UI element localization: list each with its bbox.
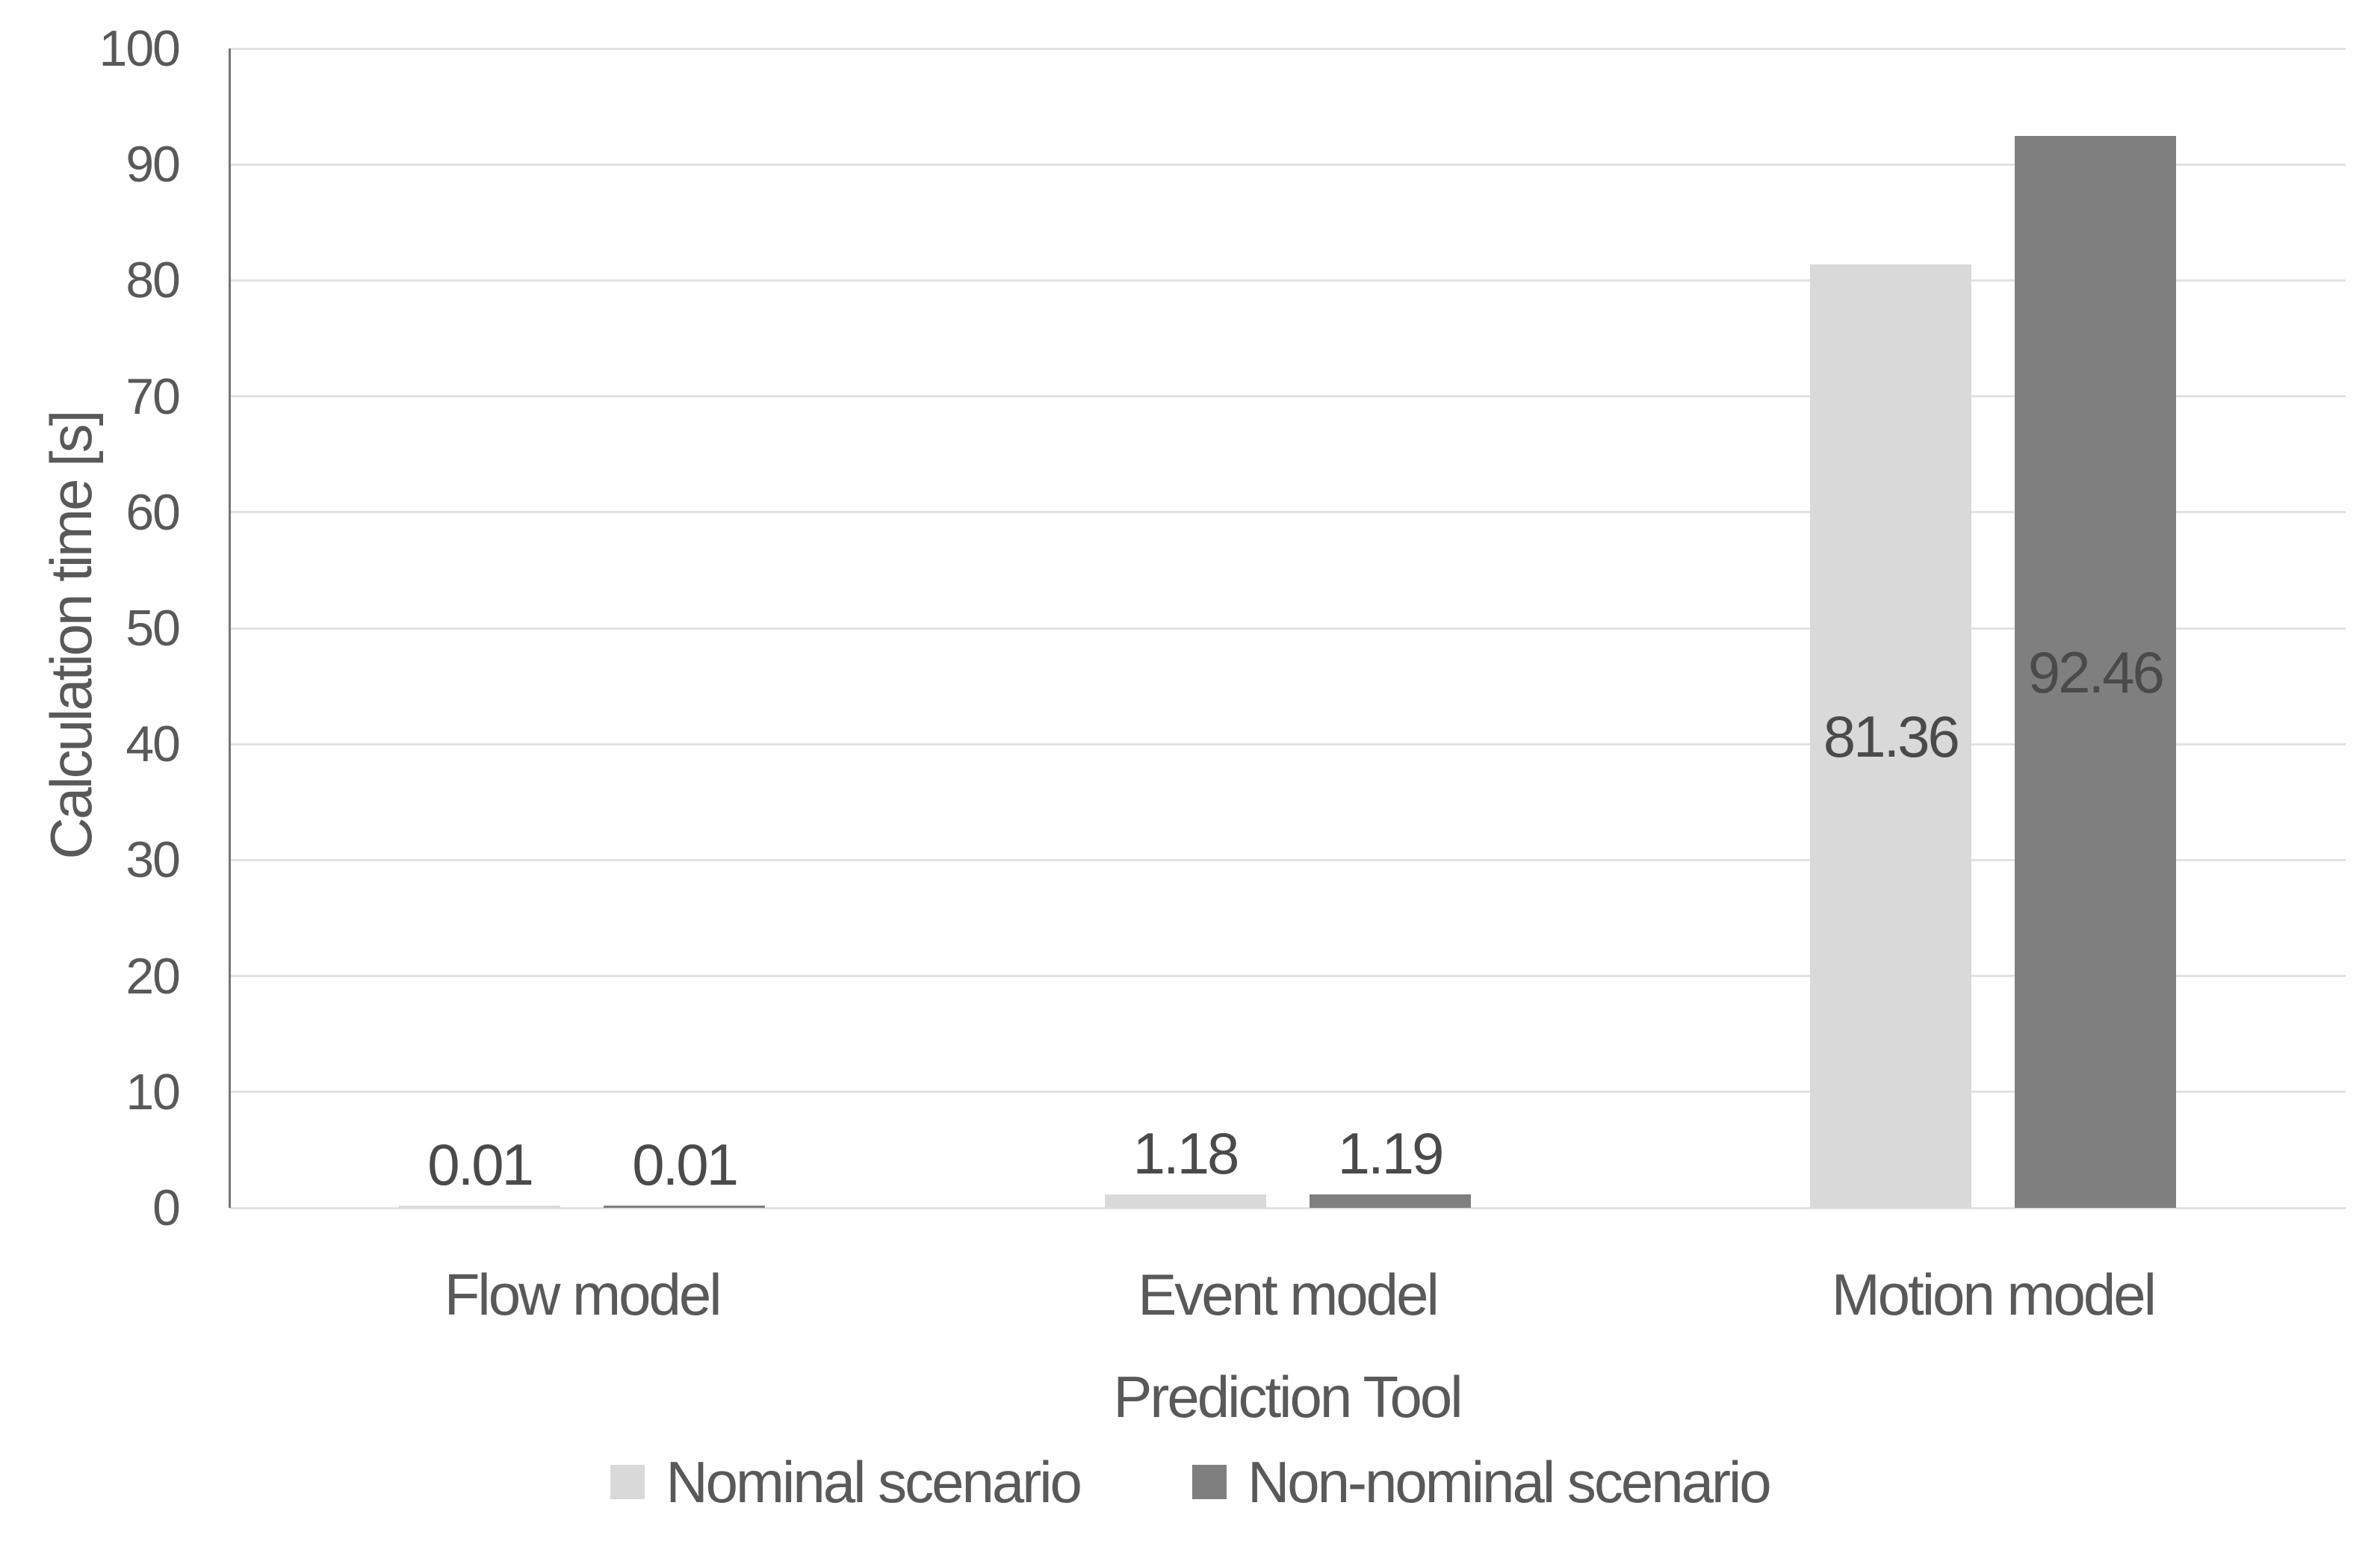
- gridline-10: [229, 1091, 2346, 1094]
- y-tick-label-0: 0: [152, 1179, 181, 1236]
- bar-non-nominal-scenario-event-model: [1309, 1194, 1471, 1208]
- gridline-40: [229, 742, 2346, 745]
- gridline-100: [229, 47, 2346, 50]
- data-label-non-nominal-scenario-flow-model: 0.01: [632, 1132, 739, 1197]
- gridline-0: [229, 1206, 2346, 1209]
- bar-non-nominal-scenario-flow-model: [604, 1206, 766, 1208]
- gridline-50: [229, 627, 2346, 630]
- gridline-90: [229, 163, 2346, 166]
- y-tick-label-90: 90: [125, 136, 181, 193]
- x-axis-title: Prediction Tool: [1113, 1364, 1463, 1430]
- x-category-label-flow-model: Flow model: [444, 1262, 722, 1327]
- y-tick-label-80: 80: [125, 252, 181, 309]
- bar-non-nominal-scenario-motion-model: [2014, 136, 2176, 1208]
- x-category-label-motion-model: Motion model: [1831, 1262, 2157, 1327]
- legend-label-non-nominal: Non-nominal scenario: [1247, 1449, 1772, 1515]
- legend-item-nominal: Nominal scenario: [610, 1446, 1082, 1518]
- bar-nominal-scenario-motion-model: [1809, 264, 1971, 1208]
- data-label-nominal-scenario-event-model: 1.18: [1132, 1120, 1240, 1186]
- bar-nominal-scenario-event-model: [1104, 1194, 1266, 1208]
- legend: Nominal scenario Non-nominal scenario: [0, 1446, 2380, 1518]
- y-tick-label-70: 70: [125, 368, 181, 425]
- data-label-non-nominal-scenario-motion-model: 92.46: [2027, 639, 2165, 705]
- y-tick-label-100: 100: [99, 20, 181, 77]
- legend-label-nominal: Nominal scenario: [666, 1449, 1082, 1515]
- data-label-non-nominal-scenario-event-model: 1.19: [1337, 1120, 1445, 1186]
- y-tick-label-50: 50: [125, 600, 181, 657]
- gridline-80: [229, 279, 2346, 282]
- y-tick-label-60: 60: [125, 483, 181, 541]
- y-tick-label-20: 20: [125, 947, 181, 1005]
- legend-swatch-nominal: [610, 1465, 645, 1499]
- gridline-60: [229, 511, 2346, 514]
- y-tick-label-40: 40: [125, 716, 181, 773]
- gridline-30: [229, 858, 2346, 861]
- legend-item-non-nominal: Non-nominal scenario: [1191, 1446, 1772, 1518]
- x-category-label-event-model: Event model: [1138, 1262, 1440, 1327]
- data-label-nominal-scenario-flow-model: 0.01: [427, 1132, 534, 1197]
- gridline-20: [229, 975, 2346, 978]
- y-tick-label-10: 10: [125, 1063, 181, 1120]
- data-label-nominal-scenario-motion-model: 81.36: [1823, 703, 1960, 769]
- y-axis-line: [228, 49, 231, 1208]
- bar-nominal-scenario-flow-model: [399, 1206, 561, 1208]
- gridline-70: [229, 395, 2346, 398]
- legend-swatch-non-nominal: [1191, 1465, 1227, 1499]
- y-tick-label-30: 30: [125, 831, 181, 889]
